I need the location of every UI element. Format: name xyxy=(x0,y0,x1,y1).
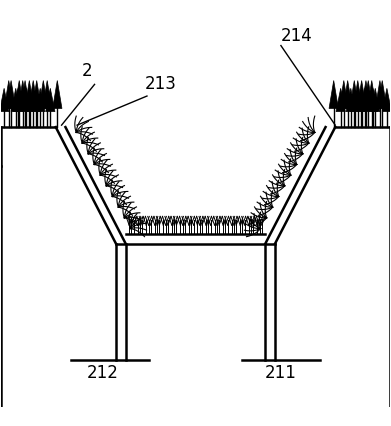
Polygon shape xyxy=(13,89,23,112)
Polygon shape xyxy=(357,81,366,109)
Polygon shape xyxy=(346,89,355,112)
Polygon shape xyxy=(29,81,38,109)
Polygon shape xyxy=(336,89,345,112)
Polygon shape xyxy=(367,81,377,109)
Polygon shape xyxy=(361,81,371,109)
Polygon shape xyxy=(39,81,48,109)
Polygon shape xyxy=(360,89,369,112)
Polygon shape xyxy=(25,89,34,112)
Polygon shape xyxy=(6,81,16,109)
Polygon shape xyxy=(364,81,373,109)
Polygon shape xyxy=(18,81,27,109)
Polygon shape xyxy=(20,81,30,109)
Text: 214: 214 xyxy=(281,26,313,45)
Polygon shape xyxy=(357,89,366,112)
Polygon shape xyxy=(25,81,34,109)
Text: 211: 211 xyxy=(265,363,297,381)
Polygon shape xyxy=(32,81,41,109)
Polygon shape xyxy=(353,81,362,109)
Text: 212: 212 xyxy=(86,363,118,381)
Polygon shape xyxy=(0,81,2,109)
Polygon shape xyxy=(371,89,380,112)
Polygon shape xyxy=(335,128,389,407)
Polygon shape xyxy=(382,89,391,112)
Polygon shape xyxy=(389,81,391,109)
Polygon shape xyxy=(36,89,45,112)
Polygon shape xyxy=(14,81,24,109)
Text: 213: 213 xyxy=(145,75,177,93)
Polygon shape xyxy=(350,81,359,109)
Polygon shape xyxy=(2,128,56,407)
Polygon shape xyxy=(11,89,20,112)
Polygon shape xyxy=(368,89,378,112)
Polygon shape xyxy=(375,81,385,109)
Polygon shape xyxy=(0,89,9,112)
Polygon shape xyxy=(46,89,55,112)
Polygon shape xyxy=(53,81,62,109)
Polygon shape xyxy=(350,89,359,112)
Polygon shape xyxy=(378,81,387,109)
Polygon shape xyxy=(343,81,352,109)
Text: 2: 2 xyxy=(81,61,92,79)
Polygon shape xyxy=(329,81,338,109)
Polygon shape xyxy=(65,128,326,234)
Polygon shape xyxy=(43,81,52,109)
Polygon shape xyxy=(22,89,31,112)
Polygon shape xyxy=(32,89,41,112)
Polygon shape xyxy=(339,81,348,109)
Polygon shape xyxy=(4,81,13,109)
